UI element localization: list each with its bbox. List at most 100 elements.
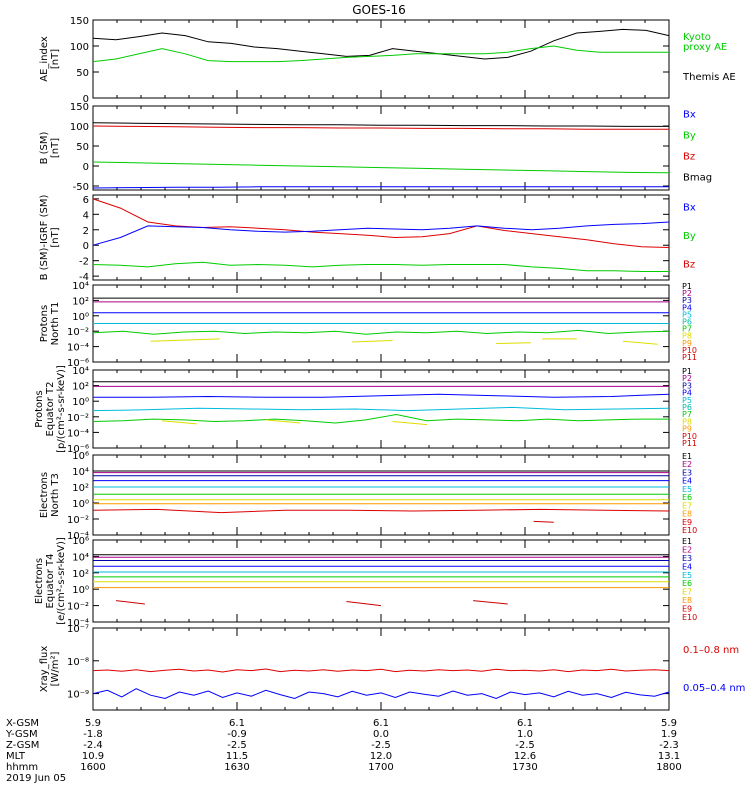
x-axis-value: 1.9	[661, 729, 677, 740]
y-tick-label: 2	[83, 226, 89, 237]
legend-entry: P10	[682, 432, 697, 441]
x-axis-row-label: MLT	[6, 751, 26, 762]
legend-entry: P11	[682, 439, 697, 448]
legend-entry: P3	[682, 296, 692, 305]
x-axis-value: 1730	[512, 762, 537, 773]
legend-entry: E9	[682, 605, 692, 614]
legend: 0.1–0.8 nm 0.05–0.4 nm	[683, 645, 745, 694]
y-axis-label: [nT]	[50, 49, 61, 69]
series-segment	[392, 420, 428, 426]
legend-entry: P7	[682, 325, 692, 334]
y-axis-label: B (SM)-IGRF (SM)	[39, 195, 50, 281]
x-axis-value: 1800	[656, 762, 681, 773]
legend-entry: P9	[682, 339, 692, 348]
x-axis-value: 12.6	[514, 751, 536, 762]
x-axis-value: 11.5	[226, 751, 248, 762]
y-tick-label: 6	[83, 195, 89, 206]
y-tick-label: 10⁻⁶	[67, 444, 89, 455]
series-line	[93, 393, 670, 398]
x-axis-value: 13.1	[658, 751, 680, 762]
legend-entry: P6	[682, 403, 692, 412]
y-tick-label: 10⁻²	[67, 327, 89, 338]
legend-entry: 0.1–0.8 nm	[683, 645, 739, 656]
legend-entry: E2	[682, 460, 692, 469]
x-axis-value: 12.0	[370, 751, 392, 762]
legend-entry: E5	[682, 485, 692, 494]
plot-title: GOES-16	[352, 3, 406, 17]
x-axis-value: 1600	[80, 762, 105, 773]
y-tick-label: 10⁻²	[67, 515, 89, 526]
legend-entry: E7	[682, 501, 692, 510]
y-tick-label: 10²	[72, 296, 89, 307]
x-axis-value: 6.1	[517, 718, 533, 729]
y-axis-label: [e/(cm²-s-sr-keV)]	[56, 537, 67, 625]
y-tick-label: 10⁻⁴	[67, 428, 89, 439]
panel-frame	[92, 194, 670, 281]
series-segment	[352, 339, 393, 343]
legend-entry: P11	[682, 353, 697, 362]
legend-entry: P5	[682, 396, 692, 405]
x-axis-row-label: Z-GSM	[6, 740, 39, 751]
legend-entry: E9	[682, 518, 692, 527]
legend-entry: P5	[682, 310, 692, 319]
x-axis-value: 10.9	[82, 751, 104, 762]
y-tick-label: 10⁻²	[67, 413, 89, 424]
y-tick-label: 10²	[72, 569, 89, 580]
date-label: 2019 Jun 05	[6, 773, 66, 784]
y-tick-label: 10⁶	[72, 536, 89, 547]
series-line	[92, 161, 670, 174]
series-line	[92, 122, 669, 127]
x-axis-row-label: X-GSM	[6, 718, 39, 729]
y-axis-label: Electrons	[34, 558, 45, 604]
legend-entry: Themis AE	[682, 72, 736, 83]
series-line	[92, 186, 669, 189]
legend-entry: P4	[682, 389, 692, 398]
series-line	[92, 125, 669, 130]
x-axis-value: -2.5	[515, 740, 535, 751]
y-tick-label: 4	[83, 210, 89, 221]
legend-entry: E3	[682, 554, 692, 563]
x-axis-value: 1.0	[517, 729, 533, 740]
y-axis-label: Equator T4	[45, 554, 56, 609]
legend-entry: P3	[682, 381, 692, 390]
y-tick-label: -50	[73, 182, 89, 193]
x-axis-value: -0.9	[227, 729, 247, 740]
legend-entry: P2	[682, 374, 692, 383]
legend-entry: Kyoto	[683, 32, 711, 43]
legend: Bx By Bz	[683, 203, 696, 271]
panel-frame	[92, 454, 670, 536]
y-axis-label: [p/(cm²-s-sr-keV)]	[56, 365, 67, 453]
x-axis-row-label: Y-GSM	[5, 729, 38, 740]
series-line	[92, 406, 670, 412]
legend-entry: E2	[682, 545, 692, 554]
legend-entry: P1	[682, 367, 692, 376]
y-tick-label: 10⁴	[72, 366, 89, 377]
legend-entry: E3	[682, 468, 692, 477]
y-tick-label: 10⁰	[72, 312, 89, 323]
y-tick-label: 10⁴	[72, 467, 89, 478]
panel-4: 10⁴ 10² 10⁰ 10⁻² 10⁻⁴ 10⁻⁶ Protons North T1 P1P2…	[39, 281, 697, 369]
x-axis-row-label: hhmm	[6, 762, 38, 773]
series-line	[92, 28, 670, 60]
series-line	[92, 668, 670, 673]
legend-entry: P10	[682, 346, 697, 355]
y-tick-label: 10⁻⁸	[67, 657, 89, 668]
x-axis-value: 0.0	[373, 729, 389, 740]
y-tick-label: 10²	[72, 382, 89, 393]
y-axis-label: B (SM)	[39, 131, 50, 164]
y-tick-label: 10⁻⁴	[67, 343, 89, 354]
series-line	[92, 221, 670, 246]
y-axis-label: [W/m²]	[50, 651, 61, 686]
x-axis-value: 5.9	[661, 718, 677, 729]
legend-entry: E8	[682, 510, 692, 519]
y-tick-label: 10⁴	[72, 281, 89, 292]
legend-entry: E8	[682, 596, 692, 605]
y-axis-label: Protons	[39, 305, 50, 342]
y-tick-label: 150	[70, 102, 89, 113]
y-tick-label: 0	[83, 241, 89, 252]
series-segment	[533, 520, 554, 523]
